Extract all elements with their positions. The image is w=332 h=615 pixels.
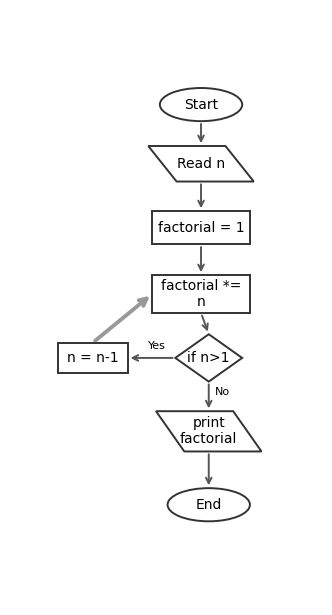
Text: Read n: Read n <box>177 157 225 171</box>
Text: Start: Start <box>184 98 218 111</box>
Text: Yes: Yes <box>148 341 166 351</box>
Text: print
factorial: print factorial <box>180 416 237 446</box>
Bar <box>152 275 250 313</box>
Polygon shape <box>148 146 254 181</box>
Bar <box>152 211 250 244</box>
Ellipse shape <box>168 488 250 522</box>
Text: factorial = 1: factorial = 1 <box>158 221 244 235</box>
Text: factorial *=
n: factorial *= n <box>161 279 241 309</box>
Text: No: No <box>215 387 230 397</box>
Bar <box>58 343 128 373</box>
Text: End: End <box>196 498 222 512</box>
Text: n = n-1: n = n-1 <box>67 351 119 365</box>
Polygon shape <box>175 335 242 381</box>
Ellipse shape <box>160 88 242 121</box>
Text: if n>1: if n>1 <box>188 351 230 365</box>
Polygon shape <box>156 411 262 451</box>
